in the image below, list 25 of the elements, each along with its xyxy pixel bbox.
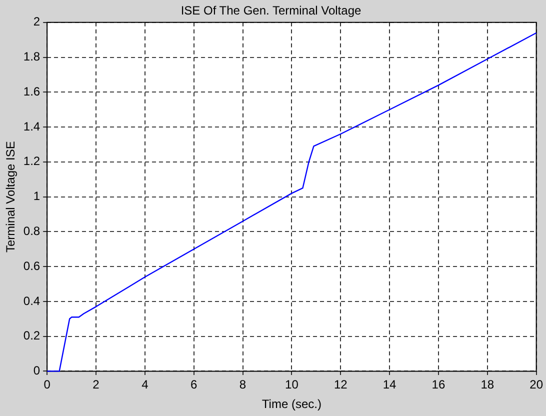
y-tick-label: 2 <box>33 14 40 29</box>
x-tick-label: 8 <box>239 378 246 392</box>
x-tick-label: 20 <box>530 378 544 392</box>
x-tick-label: 2 <box>92 378 100 392</box>
y-tick-label: 1.2 <box>23 154 40 168</box>
y-tick-label: 1 <box>33 189 40 204</box>
x-tick-label: 16 <box>432 378 446 392</box>
x-tick-label: 4 <box>142 378 149 392</box>
x-tick-label: 18 <box>480 378 494 392</box>
x-axis-title: Time (sec.) <box>262 397 322 412</box>
x-tick-label: 10 <box>285 378 299 392</box>
y-tick-label: 1.8 <box>23 50 40 64</box>
y-tick-label: 0.6 <box>23 258 40 273</box>
x-tick-label: 12 <box>334 378 348 392</box>
x-tick-label: 6 <box>190 378 198 392</box>
x-tick-label: 14 <box>382 378 397 392</box>
y-tick-label: 0.2 <box>23 328 40 343</box>
y-tick-label: 1.4 <box>23 119 40 134</box>
y-tick-label: 0.4 <box>23 294 40 308</box>
y-tick-label: 1.6 <box>23 84 40 98</box>
chart-title: ISE Of The Gen. Terminal Voltage <box>180 4 362 18</box>
x-tick-label: 0 <box>44 378 51 392</box>
y-tick-label: 0.8 <box>23 224 40 238</box>
y-tick-label: 0 <box>33 364 40 378</box>
y-axis-title: Terminal Voltage ISE <box>4 141 18 253</box>
